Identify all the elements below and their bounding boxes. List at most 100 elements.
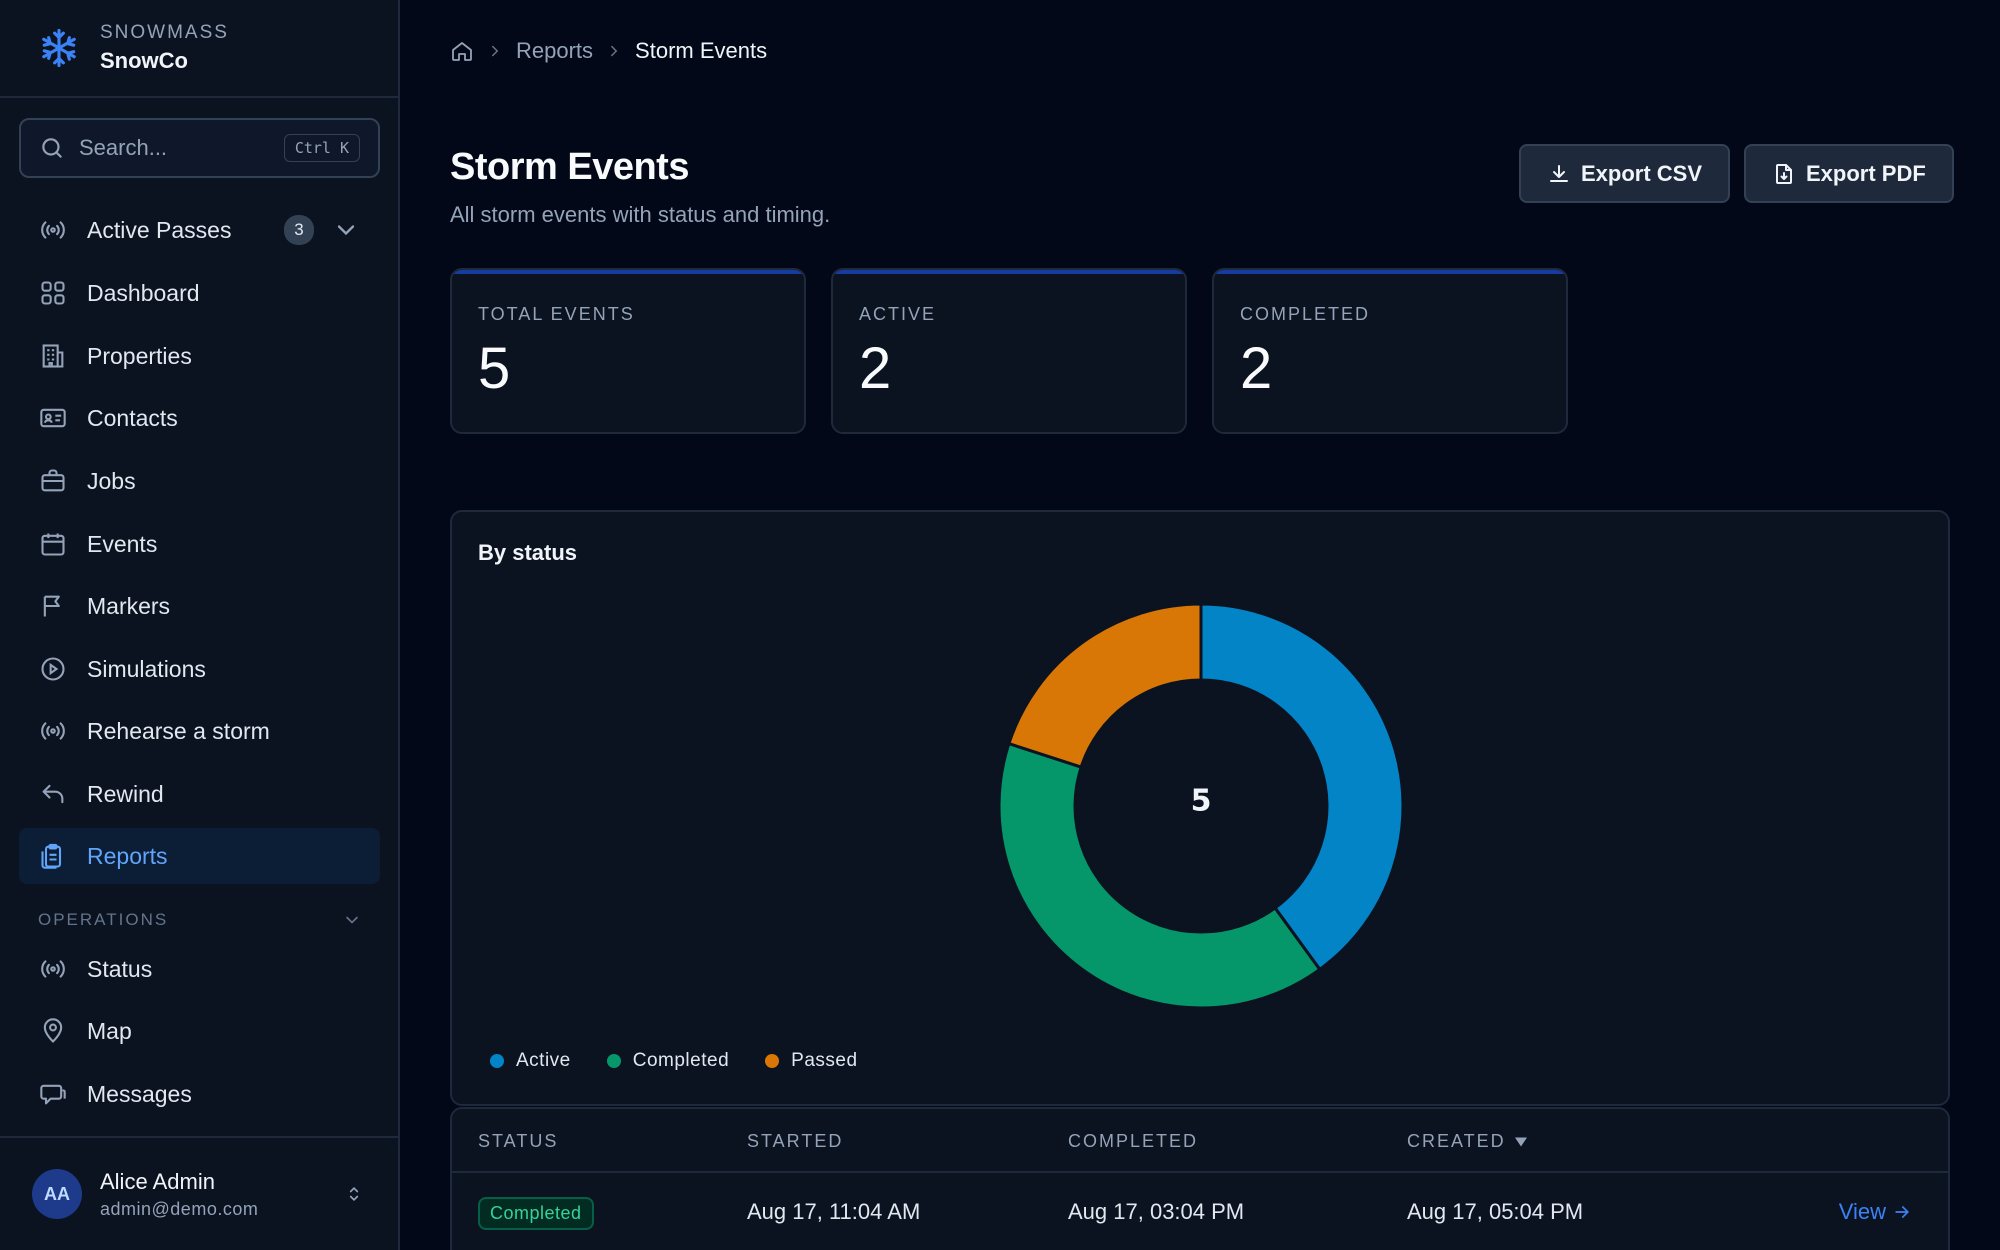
user-name: Alice Admin xyxy=(100,1168,215,1194)
chart-legend: Active Completed Passed xyxy=(490,1050,894,1072)
sidebar-item-label: Contacts xyxy=(87,404,178,431)
sidebar-item-active-passes[interactable]: Active Passes 3 xyxy=(19,202,380,258)
count-badge: 3 xyxy=(284,215,314,245)
chart-center-label: 5 xyxy=(1191,784,1212,819)
kpi-value: 2 xyxy=(859,336,892,401)
export-csv-label: Export CSV xyxy=(1581,160,1703,186)
avatar: AA xyxy=(32,1169,82,1219)
map-pin-icon xyxy=(43,1018,63,1043)
broadcast-icon xyxy=(41,960,65,978)
sidebar-item-label: Markers xyxy=(87,592,171,619)
status-donut-chart: 5 xyxy=(997,602,1405,1010)
sidebar-item-label: Messages xyxy=(87,1080,192,1107)
legend-label: Passed xyxy=(791,1050,858,1071)
sidebar-item-reports[interactable]: Reports xyxy=(19,828,380,884)
sidebar-item-label: Map xyxy=(87,1017,132,1044)
table-row: Completed Aug 17, 11:04 AM Aug 17, 03:04… xyxy=(452,1173,1948,1250)
user-menu[interactable]: AA Alice Admin admin@demo.com xyxy=(0,1136,398,1250)
column-header-started[interactable]: STARTED xyxy=(747,1131,844,1151)
view-label: View xyxy=(1838,1199,1886,1224)
section-label: OPERATIONS xyxy=(38,910,169,929)
sidebar-item-properties[interactable]: Properties xyxy=(19,328,380,384)
broadcast-icon xyxy=(41,221,65,239)
brand[interactable]: SNOWMASS SnowCo xyxy=(0,0,398,98)
donut-slice-passed[interactable] xyxy=(1006,602,1203,769)
home-icon[interactable] xyxy=(450,39,474,63)
clipboard-icon xyxy=(41,843,62,869)
sidebar-item-label: Active Passes xyxy=(87,216,232,243)
kpi-value: 5 xyxy=(478,336,511,401)
sidebar-item-label: Reports xyxy=(87,842,168,869)
legend-item-completed[interactable]: Completed xyxy=(606,1050,729,1072)
download-icon xyxy=(1550,164,1568,182)
sidebar-item-rewind[interactable]: Rewind xyxy=(19,766,380,822)
column-header-completed[interactable]: COMPLETED xyxy=(1068,1131,1199,1151)
grid-icon xyxy=(41,281,65,305)
table-header: STATUS STARTED COMPLETED CREATED xyxy=(452,1109,1948,1173)
sidebar-item-contacts[interactable]: Contacts xyxy=(19,390,380,446)
file-download-icon xyxy=(1776,163,1792,184)
sidebar-item-simulations[interactable]: Simulations xyxy=(19,641,380,697)
arrow-right-icon xyxy=(1895,1206,1909,1218)
search-shortcut: Ctrl K xyxy=(283,134,360,162)
kpi-value: 2 xyxy=(1240,336,1273,401)
donut-slice-completed[interactable] xyxy=(997,741,1322,1010)
sidebar-item-events[interactable]: Events xyxy=(19,516,380,572)
search-input[interactable]: Search... Ctrl K xyxy=(19,118,380,178)
legend-item-passed[interactable]: Passed xyxy=(765,1050,857,1072)
search-placeholder: Search... xyxy=(79,135,168,160)
kpi-label: ACTIVE xyxy=(859,304,937,324)
page-subtitle: All storm events with status and timing. xyxy=(450,202,831,227)
section-operations[interactable]: OPERATIONS xyxy=(38,910,362,930)
export-pdf-button[interactable]: Export PDF xyxy=(1744,144,1954,203)
legend-swatch xyxy=(606,1054,621,1068)
sidebar-item-label: Jobs xyxy=(87,467,136,494)
page-title: Storm Events xyxy=(450,146,689,188)
play-circle-icon xyxy=(41,657,65,681)
export-csv-button[interactable]: Export CSV xyxy=(1519,144,1731,203)
events-table: STATUS STARTED COMPLETED CREATED Complet… xyxy=(450,1107,1950,1250)
legend-swatch xyxy=(765,1054,780,1068)
sort-desc-icon xyxy=(1514,1137,1527,1146)
legend-swatch xyxy=(490,1054,504,1068)
undo-icon xyxy=(42,784,64,804)
broadcast-icon xyxy=(41,722,65,740)
snowflake-icon xyxy=(42,28,76,68)
donut-slice-active[interactable] xyxy=(1199,602,1405,972)
chevron-up-down-icon xyxy=(349,1186,359,1202)
status-chart-card: By status 5 Active Completed Passed xyxy=(450,510,1950,1106)
column-header-label: CREATED xyxy=(1407,1131,1506,1151)
sidebar-item-label: Status xyxy=(87,955,153,982)
sidebar-item-map[interactable]: Map xyxy=(19,1003,380,1059)
sidebar-item-messages[interactable]: Messages xyxy=(19,1066,380,1122)
view-link[interactable]: View xyxy=(1839,1199,1912,1225)
flag-icon xyxy=(43,595,60,617)
export-pdf-label: Export PDF xyxy=(1806,160,1926,186)
building-icon xyxy=(42,344,64,368)
sidebar-item-dashboard[interactable]: Dashboard xyxy=(19,265,380,321)
sidebar-item-label: Dashboard xyxy=(87,279,200,306)
calendar-icon xyxy=(41,533,65,556)
sidebar-item-status[interactable]: Status xyxy=(19,941,380,997)
sidebar-item-rehearse[interactable]: Rehearse a storm xyxy=(19,703,380,759)
search-icon xyxy=(42,138,62,158)
column-header-created[interactable]: CREATED xyxy=(1407,1131,1530,1152)
sidebar-item-jobs[interactable]: Jobs xyxy=(19,453,380,509)
sidebar-item-markers[interactable]: Markers xyxy=(19,578,380,634)
chevron-down-icon xyxy=(346,916,358,924)
kpi-label: TOTAL EVENTS xyxy=(478,304,635,324)
kpi-label: COMPLETED xyxy=(1240,304,1371,324)
message-icon xyxy=(40,1084,66,1105)
chevron-down-icon[interactable] xyxy=(332,216,360,244)
breadcrumb-current: Storm Events xyxy=(635,38,768,63)
column-header-status[interactable]: STATUS xyxy=(478,1131,559,1151)
chart-title: By status xyxy=(478,540,578,565)
sidebar-item-label: Simulations xyxy=(87,655,206,682)
briefcase-icon xyxy=(41,469,65,492)
legend-item-active[interactable]: Active xyxy=(490,1050,571,1072)
legend-label: Active xyxy=(516,1050,571,1071)
status-badge: Completed xyxy=(478,1197,594,1230)
brand-name: SnowCo xyxy=(100,48,188,73)
sidebar-item-label: Properties xyxy=(87,342,192,369)
breadcrumb-reports[interactable]: Reports xyxy=(516,38,594,63)
